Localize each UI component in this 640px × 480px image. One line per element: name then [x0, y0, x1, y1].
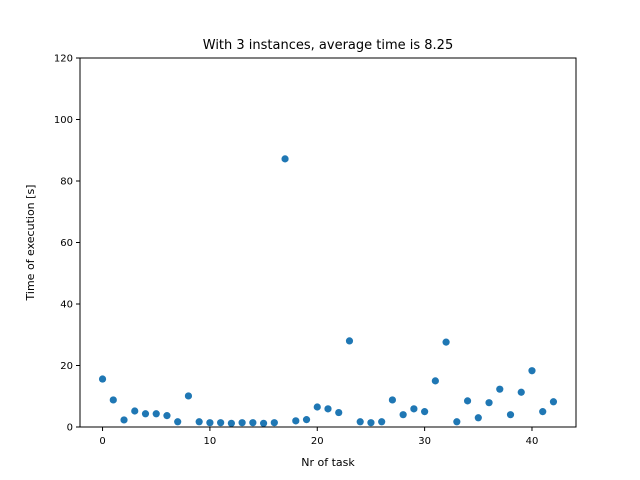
y-tick-label: 120: [54, 54, 73, 65]
data-point-2: [120, 416, 128, 424]
data-point-30: [421, 408, 429, 416]
data-point-39: [517, 388, 525, 396]
data-point-20: [313, 403, 321, 411]
x-ticks: 0 10 20 30 40: [99, 427, 538, 447]
data-point-16: [270, 419, 278, 427]
data-point-36: [485, 399, 493, 407]
data-point-3: [131, 407, 139, 415]
data-point-18: [292, 417, 300, 425]
data-points: [98, 155, 558, 427]
data-point-38: [506, 411, 515, 419]
data-point-42: [549, 398, 558, 406]
data-point-40: [528, 367, 536, 375]
data-point-33: [453, 418, 461, 426]
data-point-21: [324, 405, 332, 413]
data-point-22: [335, 408, 343, 417]
data-point-7: [174, 418, 182, 426]
data-point-35: [474, 414, 482, 422]
data-point-19: [302, 416, 311, 424]
data-point-26: [378, 418, 386, 426]
x-tick-label: 40: [526, 436, 539, 447]
data-point-15: [259, 419, 268, 427]
data-point-8: [184, 392, 193, 400]
data-point-5: [152, 410, 160, 418]
data-point-0: [98, 375, 107, 383]
data-point-28: [399, 411, 407, 419]
y-tick-label: 20: [60, 361, 73, 372]
data-point-23: [345, 337, 354, 345]
data-point-12: [227, 419, 235, 427]
y-tick-label: 40: [60, 300, 73, 311]
x-tick-label: 0: [99, 436, 105, 447]
data-point-4: [141, 410, 150, 418]
data-point-24: [356, 418, 364, 426]
x-tick-label: 20: [311, 436, 324, 447]
y-tick-label: 100: [54, 115, 73, 126]
y-tick-label: 80: [60, 177, 73, 188]
data-point-27: [388, 396, 397, 404]
data-point-41: [539, 408, 547, 416]
data-point-17: [281, 155, 289, 163]
data-point-37: [496, 385, 504, 393]
data-point-11: [217, 419, 225, 427]
plot-frame: [79, 57, 577, 428]
data-point-1: [109, 396, 117, 404]
y-axis-label: Time of execution [s]: [24, 185, 37, 302]
x-axis-label: Nr of task: [301, 456, 355, 469]
data-point-29: [410, 405, 418, 413]
data-point-9: [195, 418, 203, 426]
chart-title: With 3 instances, average time is 8.25: [203, 38, 453, 53]
y-ticks: 0 20 40 60 80 100 120: [54, 54, 80, 434]
data-point-10: [206, 419, 214, 427]
data-point-6: [163, 412, 171, 420]
data-point-31: [431, 377, 439, 385]
x-tick-label: 10: [204, 436, 217, 447]
data-point-25: [367, 419, 375, 427]
x-tick-label: 30: [418, 436, 431, 447]
y-tick-label: 0: [67, 423, 73, 434]
data-point-32: [442, 338, 450, 346]
data-point-13: [238, 419, 246, 427]
y-tick-label: 60: [60, 238, 73, 249]
data-point-14: [249, 419, 257, 427]
data-point-34: [463, 397, 472, 405]
